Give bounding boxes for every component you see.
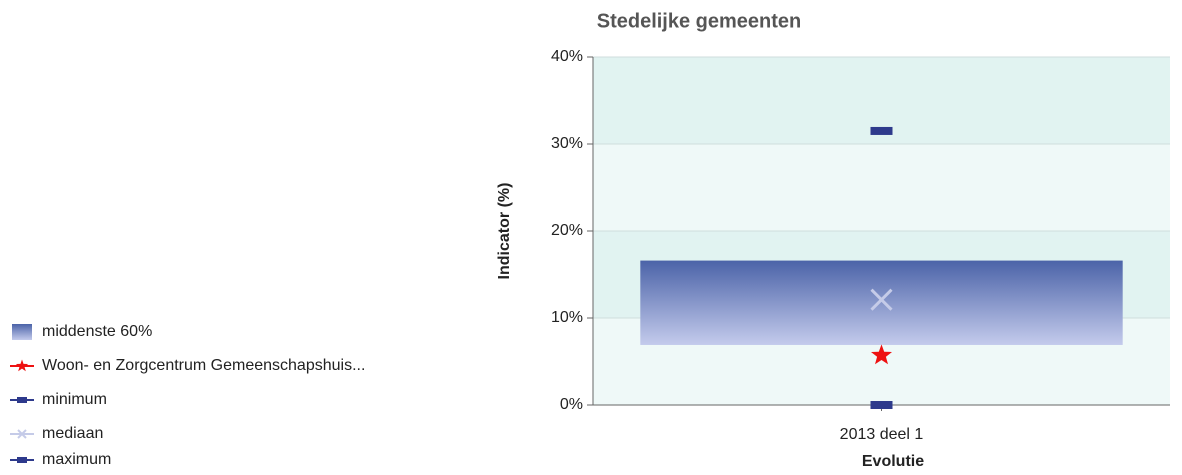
y-tick-label: 10% (551, 309, 583, 326)
marker-star (871, 344, 892, 365)
legend-marker (17, 429, 27, 439)
legend-swatch (12, 324, 32, 340)
legend-label: maximum (42, 451, 111, 468)
y-tick-label: 30% (551, 135, 583, 152)
legend-label: mediaan (42, 425, 103, 442)
y-tick-label: 20% (551, 222, 583, 239)
legend-marker (17, 457, 27, 463)
y-tick-label: 0% (560, 396, 583, 413)
legend-marker (15, 359, 29, 372)
marker-rect (870, 401, 893, 409)
marker-rect (870, 126, 893, 135)
x-axis-label: Evolutie (862, 453, 924, 470)
y-tick-label: 40% (551, 48, 583, 65)
marker-x (870, 288, 893, 311)
legend-marker (17, 397, 27, 403)
chart-title: Stedelijke gemeenten (597, 10, 802, 32)
range-box (640, 260, 1123, 345)
x-tick-label: 2013 deel 1 (840, 426, 924, 443)
legend-label: minimum (42, 391, 107, 408)
legend-label: Woon- en Zorgcentrum Gemeenschapshuis... (42, 357, 365, 374)
legend-label: middenste 60% (42, 323, 152, 340)
y-axis-label: Indicator (%) (496, 183, 513, 280)
plot-band (593, 144, 1170, 231)
